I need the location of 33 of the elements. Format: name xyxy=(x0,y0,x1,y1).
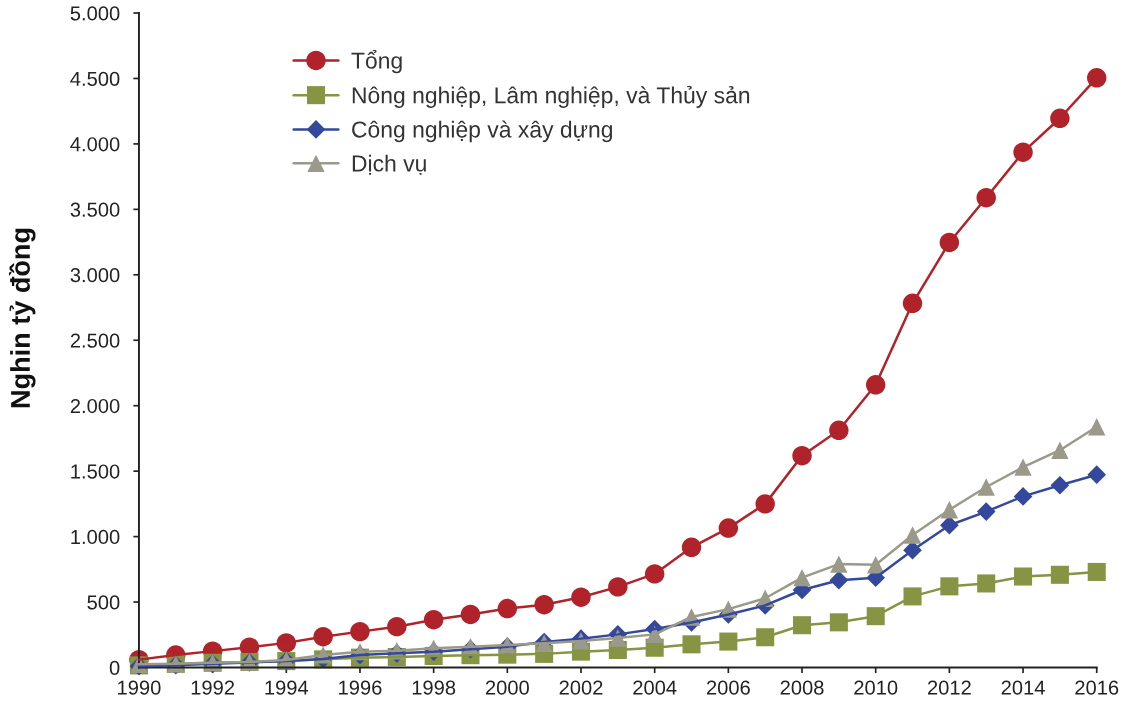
x-tick-label: 1994 xyxy=(265,680,309,695)
x-tick-label: 2006 xyxy=(706,680,750,695)
x-tick-label: 2014 xyxy=(1001,680,1045,695)
y-tick-label: 1.000 xyxy=(71,529,120,545)
point xyxy=(1014,567,1033,586)
y-axis-title: Nghin tỷ đồng xyxy=(8,228,36,408)
y-tick-label: 500 xyxy=(87,595,120,610)
legend-label: Dịch vụ xyxy=(352,154,426,175)
x-tick-label: 2012 xyxy=(927,680,971,695)
x-tick-label: 1996 xyxy=(339,680,382,695)
legend-label: Công nghiệp và xây dựng xyxy=(352,120,612,143)
y-tick-label: 4.000 xyxy=(70,137,120,152)
y-tick-label: 3.500 xyxy=(70,202,120,217)
x-tick-label: 2004 xyxy=(633,680,677,695)
x-tick-label: 2000 xyxy=(485,680,529,695)
legend-label: Nông nghiệp, Lâm nghiệp, và Thủy sản xyxy=(352,85,750,108)
x-tick-label: 2010 xyxy=(854,680,898,695)
point xyxy=(1087,562,1106,581)
x-tick-label: 2008 xyxy=(780,680,824,695)
y-tick-label: 5.000 xyxy=(70,6,120,21)
y-tick-label: 3.000 xyxy=(70,268,120,283)
y-tick-label: 4.500 xyxy=(70,71,120,86)
y-tick-label: 1.500 xyxy=(71,464,120,479)
x-tick-label: 1992 xyxy=(191,680,235,695)
x-tick-label: 1998 xyxy=(412,680,456,695)
x-tick-label: 2016 xyxy=(1075,680,1119,695)
x-tick-label: 2002 xyxy=(559,680,603,695)
legend-label: Tổng xyxy=(351,50,402,74)
x-tick-label: 1990 xyxy=(118,680,161,695)
y-tick-label: 2.000 xyxy=(70,398,120,414)
y-tick-label: 2.500 xyxy=(70,333,120,348)
point xyxy=(682,635,701,654)
y-tick-label: 0 xyxy=(109,660,120,675)
